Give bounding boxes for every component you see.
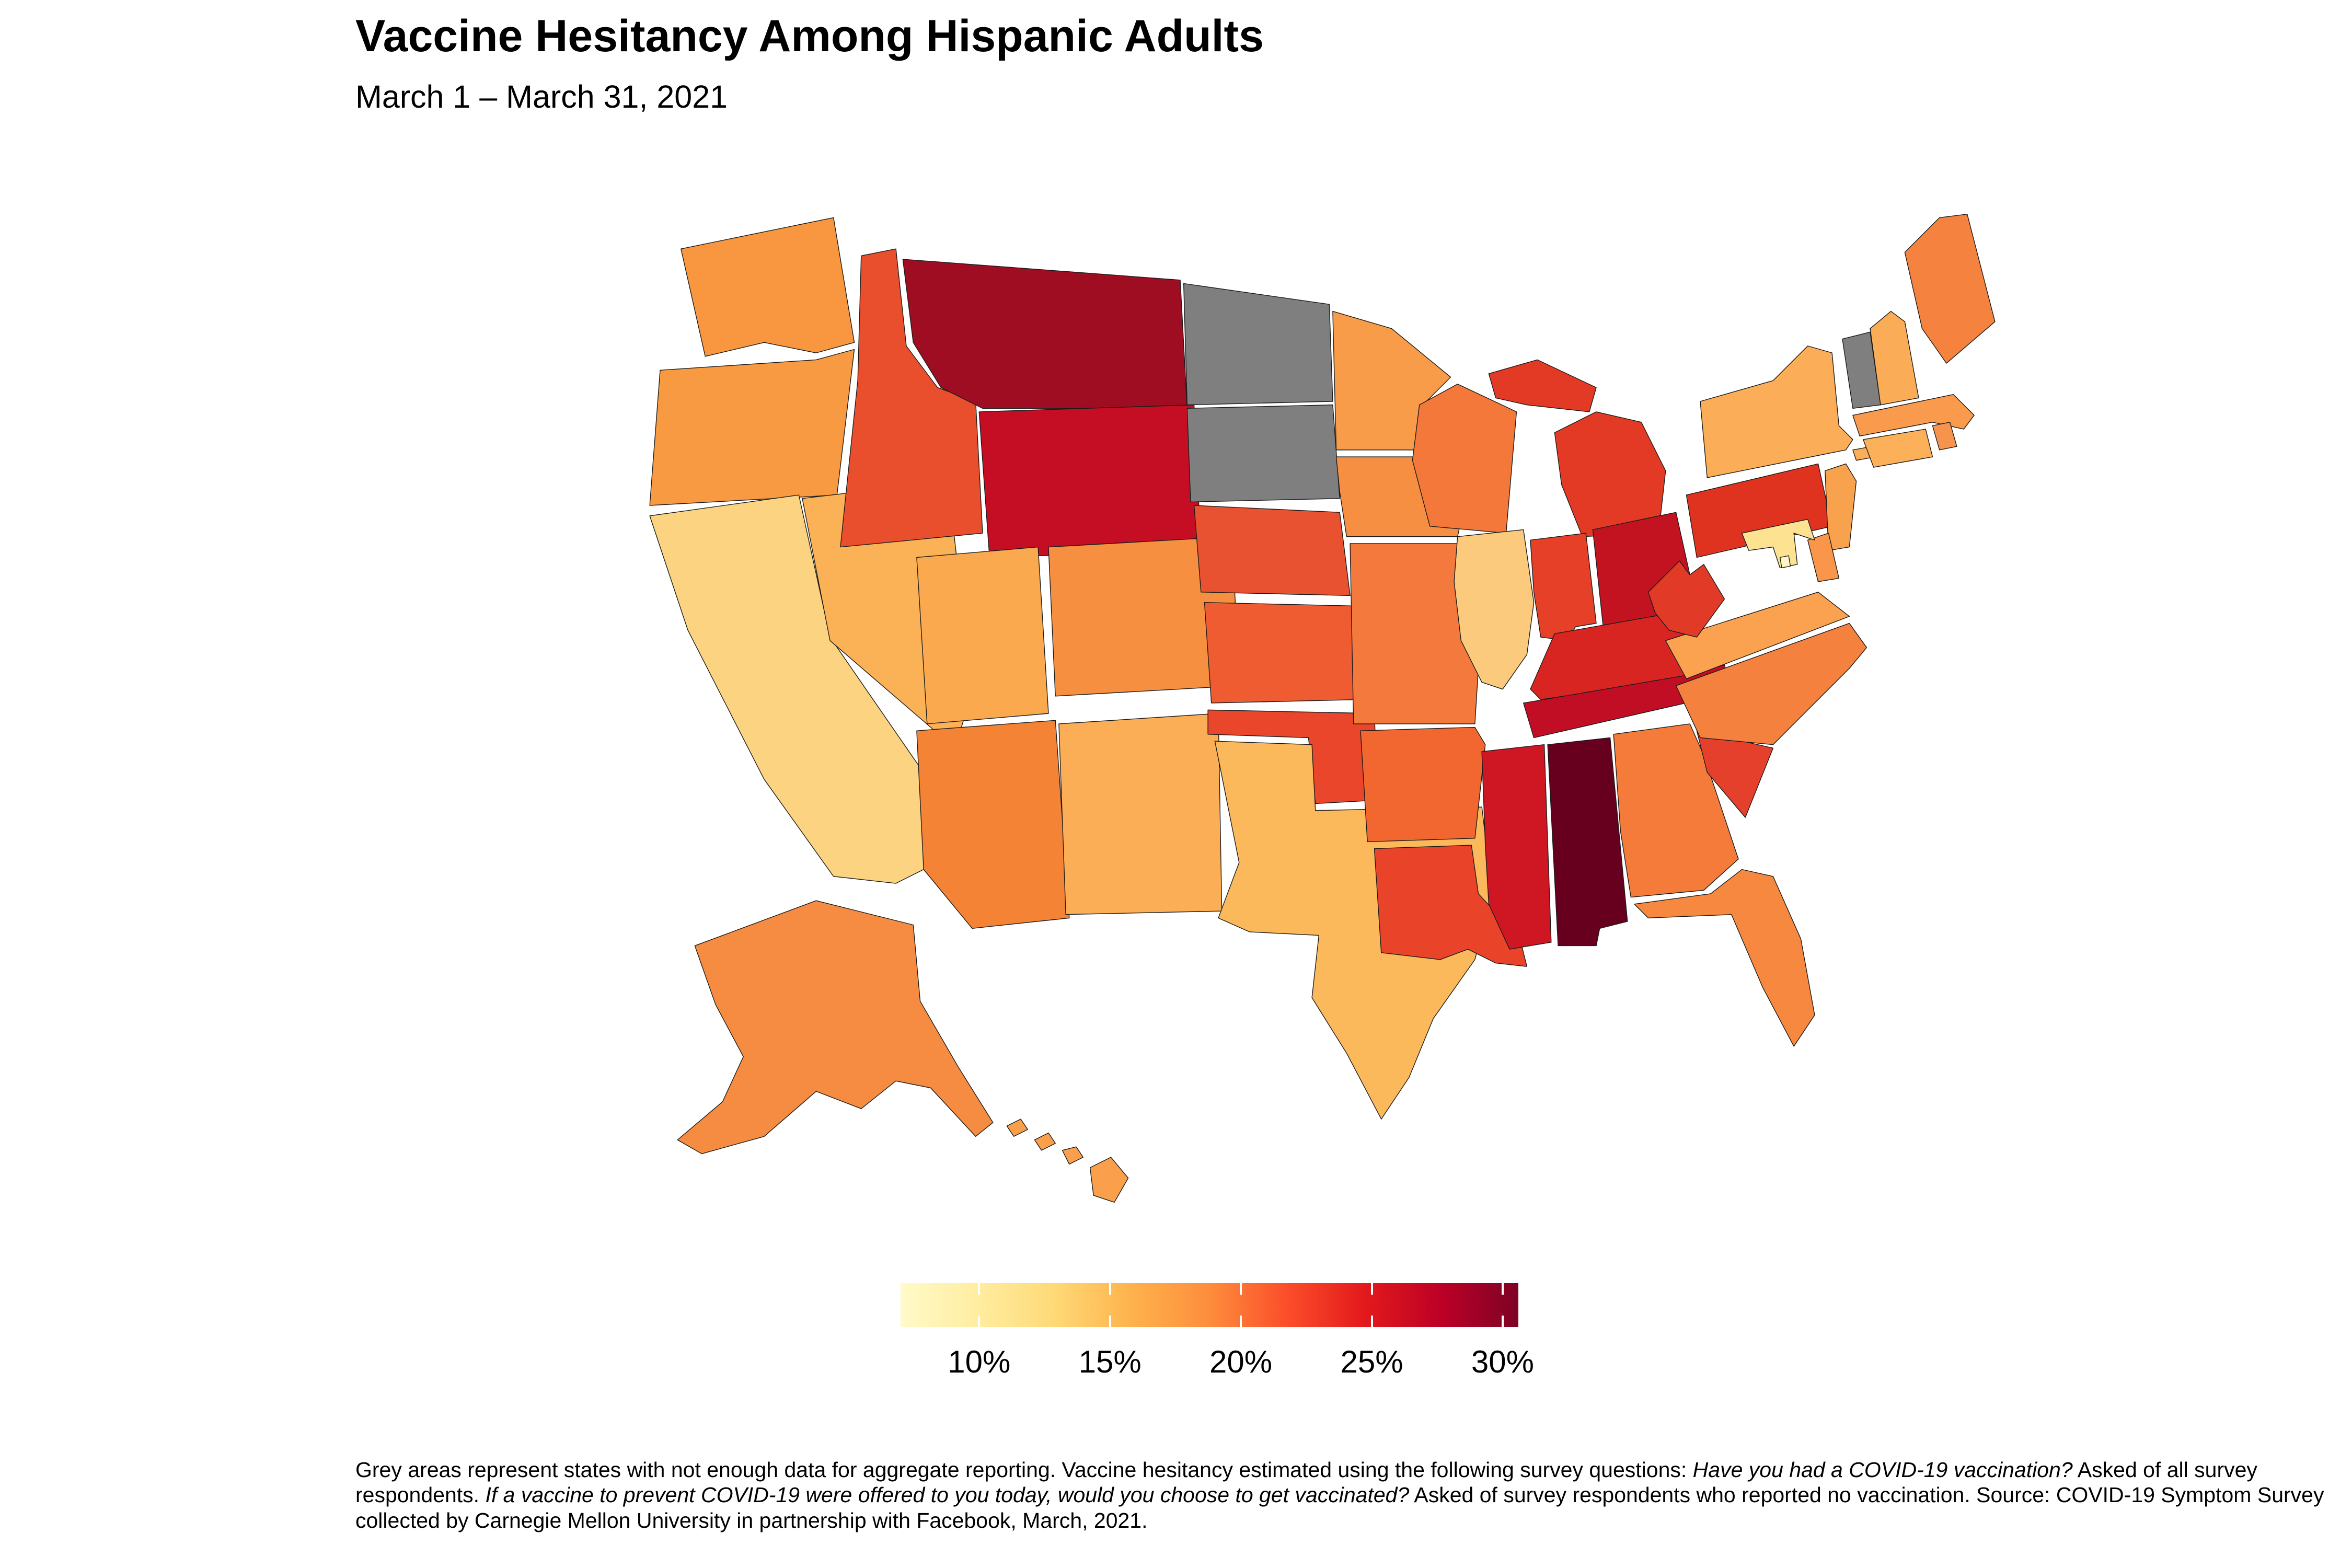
- state-WY: Wyoming: 26%: [979, 405, 1201, 558]
- state-AZ: Arizona: 19%: [917, 720, 1069, 928]
- state-RI: Rhode Island: 17%: [1932, 422, 1956, 450]
- state-KS: Kansas: 20%: [1204, 603, 1361, 703]
- legend-tick-label: 30%: [1471, 1344, 1534, 1379]
- color-legend: 10% 15% 20% 25% 30%: [901, 1283, 1534, 1419]
- state-WA: Washington: 18%: [681, 217, 855, 356]
- chart-title: Vaccine Hesitancy Among Hispanic Adults: [355, 11, 1264, 61]
- state-MI: Michigan: 23%: [1554, 412, 1665, 537]
- state-CT: Connecticut: 16%: [1863, 429, 1933, 467]
- us-choropleth-map: Washington: 18%Oregon: 18%California: 13…: [564, 193, 2080, 1233]
- state-LA: Louisiana: 22%: [1375, 845, 1527, 966]
- state-NE: Nebraska: 21%: [1194, 505, 1351, 595]
- legend-tick-mark: [978, 1316, 981, 1327]
- state-HI: Hawaii: 17%: [1007, 1119, 1028, 1136]
- state-DE: Delaware: 17%: [1808, 533, 1839, 582]
- legend-tick-mark: [1240, 1316, 1242, 1327]
- legend-tick-mark: [1240, 1283, 1242, 1295]
- state-IL: Illinois: 13%: [1454, 529, 1534, 689]
- legend-tick-mark: [1370, 1316, 1373, 1327]
- legend-tick-mark: [1501, 1283, 1504, 1295]
- state-WV: West Virginia: 22%: [1648, 561, 1725, 637]
- caption-text: Grey areas represent states with not eno…: [355, 1458, 1693, 1482]
- state-NY: New York: 16%: [1700, 346, 1853, 478]
- legend-tick-label: 10%: [948, 1344, 1011, 1379]
- caption: Grey areas represent states with not eno…: [355, 1457, 2336, 1533]
- state-MD: Maryland: 12%: [1742, 520, 1815, 568]
- state-MA: Massachusetts: 17%: [1853, 395, 1974, 436]
- legend-tick-mark: [1109, 1316, 1111, 1327]
- state-VA: Virginia: 17%: [1666, 592, 1850, 679]
- legend-tick-label: 20%: [1209, 1344, 1273, 1379]
- state-UT: Utah: 16%: [917, 547, 1048, 724]
- state-ME: Maine: 19%: [1905, 214, 1994, 363]
- caption-text: Asked of all survey respondents.: [355, 1458, 2257, 1507]
- state-NM: New Mexico: 16%: [1059, 713, 1222, 915]
- state-ND: North Dakota: no data: [1184, 283, 1333, 405]
- state-HI: Hawaii: 17%: [1090, 1157, 1128, 1202]
- legend-tick-mark: [1370, 1283, 1373, 1295]
- legend-tick-mark: [1109, 1283, 1111, 1295]
- caption-survey-question: Have you had a COVID-19 vaccination?: [1692, 1458, 2073, 1482]
- state-NH: New Hampshire: 16%: [1870, 312, 1919, 405]
- state-MT: Montana: 28%: [903, 259, 1187, 408]
- state-HI: Hawaii: 17%: [1034, 1133, 1055, 1150]
- state-IN: Indiana: 22%: [1530, 533, 1596, 641]
- state-AL: Alabama: 31%: [1548, 737, 1628, 946]
- legend-tick-mark: [978, 1283, 981, 1295]
- legend-tick-label: 15%: [1078, 1344, 1142, 1379]
- state-AK: Alaska: 18%: [677, 901, 993, 1154]
- state-HI: Hawaii: 17%: [1063, 1147, 1083, 1164]
- chart-subtitle: March 1 – March 31, 2021: [355, 79, 728, 114]
- state-MS: Mississippi: 25%: [1482, 745, 1551, 949]
- state-OR: Oregon: 18%: [650, 350, 854, 506]
- legend-gradient-bar: [901, 1283, 1518, 1327]
- legend-tick-mark: [1501, 1316, 1504, 1327]
- caption-text: Asked of survey respondents who reported…: [355, 1483, 2324, 1532]
- state-MI: Michigan: 23%: [1489, 360, 1596, 412]
- state-SD: South Dakota: no data: [1187, 405, 1340, 502]
- state-WI: Wisconsin: 19%: [1412, 384, 1516, 533]
- caption-survey-question: If a vaccine to prevent COVID-19 were of…: [485, 1483, 1410, 1507]
- state-FL: Florida: 18%: [1634, 870, 1815, 1046]
- state-NC: North Carolina: 19%: [1676, 624, 1867, 745]
- legend-tick-label: 25%: [1340, 1344, 1403, 1379]
- state-DC: District of Columbia: 9%: [1780, 556, 1791, 568]
- state-AR: Arkansas: 20%: [1361, 728, 1485, 842]
- state-CA: California: 13%: [650, 495, 930, 883]
